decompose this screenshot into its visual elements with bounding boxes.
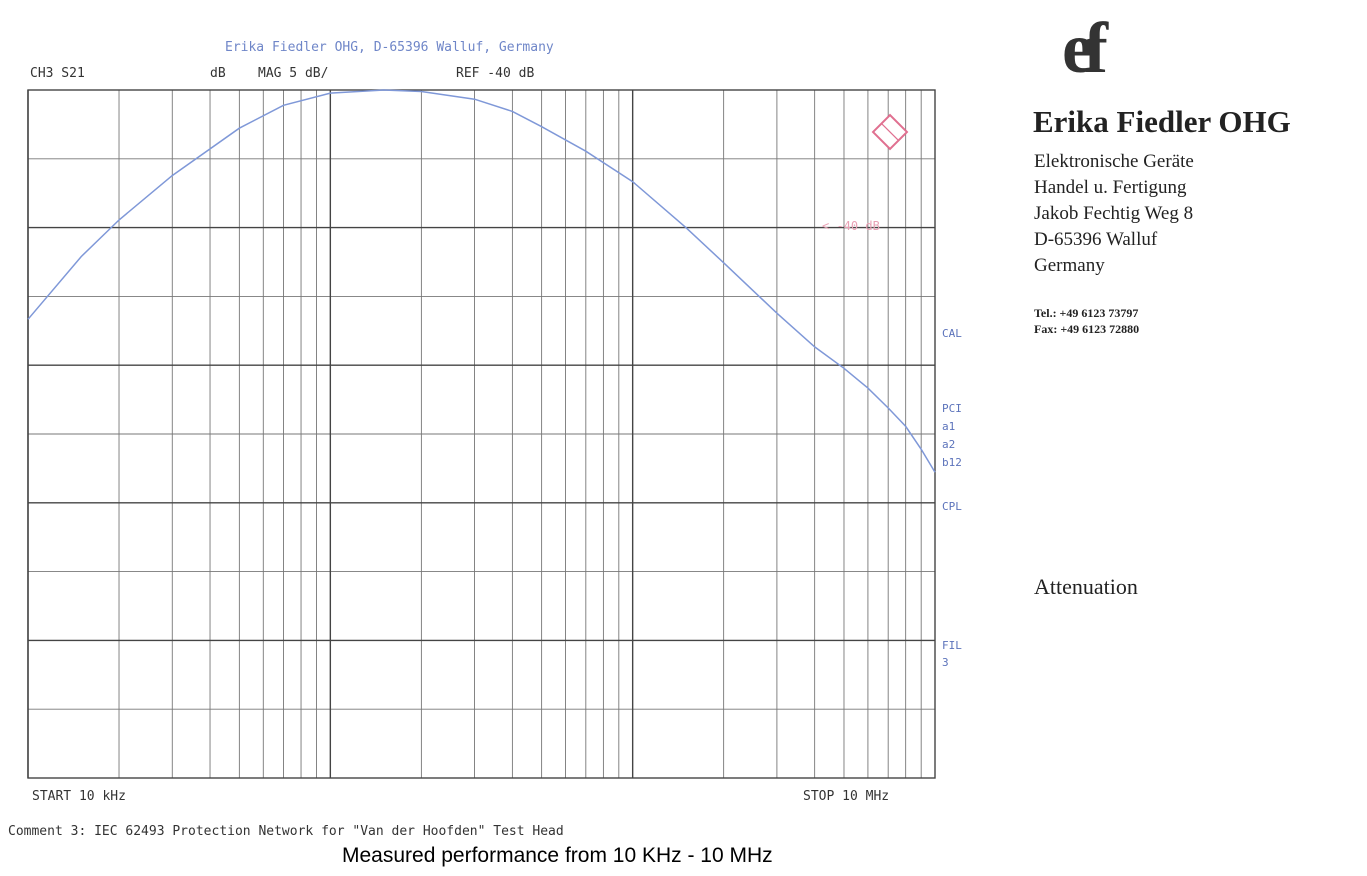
address-line: Germany [1034, 255, 1105, 276]
scale-label: MAG 5 dB/ [258, 66, 329, 81]
channel-label: CH3 S21 [30, 66, 85, 81]
address-line: Elektronische Geräte [1034, 151, 1194, 172]
address-line: D-65396 Walluf [1034, 229, 1158, 250]
address-line: Handel u. Fertigung [1034, 177, 1187, 198]
plot-frame [27, 89, 936, 779]
section-title: Attenuation [1034, 574, 1138, 599]
side-label-pci: PCI [942, 402, 962, 415]
side-label-a2: a2 [942, 438, 956, 451]
comment-label: Comment 3: IEC 62493 Protection Network … [8, 824, 564, 839]
footer-caption: Measured performance from 10 KHz - 10 MH… [342, 844, 773, 867]
side-label-cal: CAL [942, 327, 962, 340]
company-tel: Tel.: +49 6123 73797 [1034, 306, 1139, 320]
address-line: Jakob Fechtig Weg 8 [1034, 203, 1194, 224]
company-name: Erika Fiedler OHG [1033, 104, 1291, 139]
side-label-3: 3 [942, 656, 949, 669]
company-address: Elektronische Geräte Handel u. Fertigung… [1034, 149, 1194, 279]
side-label-b12: b12 [942, 456, 962, 469]
start-label: START 10 kHz [32, 789, 126, 804]
side-label-cpl: CPL [942, 500, 962, 513]
rs-logo-icon [871, 113, 909, 151]
side-label-a1: a1 [942, 420, 956, 433]
s21-trace [27, 89, 936, 473]
side-label-fil: FIL [942, 639, 962, 652]
company-fax: Fax: +49 6123 72880 [1034, 322, 1140, 336]
reference-label: REF -40 dB [456, 66, 535, 81]
ref-marker-label: < -40 dB [822, 219, 880, 233]
top-caption: Erika Fiedler OHG, D-65396 Walluf, Germa… [225, 40, 554, 55]
stop-label: STOP 10 MHz [803, 789, 890, 804]
company-logo: ef [1062, 8, 1108, 88]
format-label: dB [210, 66, 226, 81]
grid-minor-lines [28, 90, 935, 778]
